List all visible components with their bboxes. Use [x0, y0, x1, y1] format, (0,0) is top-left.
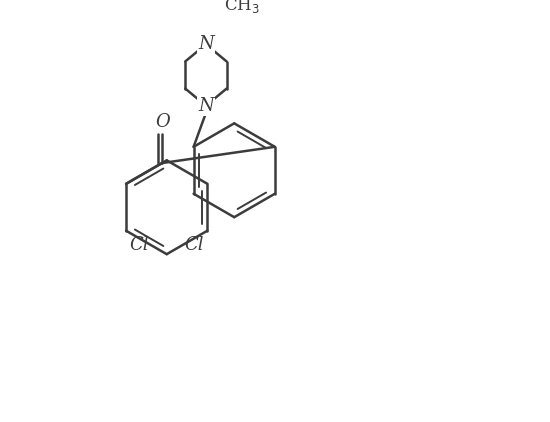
Text: O: O: [156, 113, 170, 130]
Text: Cl: Cl: [130, 236, 149, 254]
Text: N: N: [198, 35, 214, 53]
Text: Cl: Cl: [184, 236, 204, 254]
Text: N: N: [198, 97, 214, 115]
Text: CH$_3$: CH$_3$: [223, 0, 260, 15]
